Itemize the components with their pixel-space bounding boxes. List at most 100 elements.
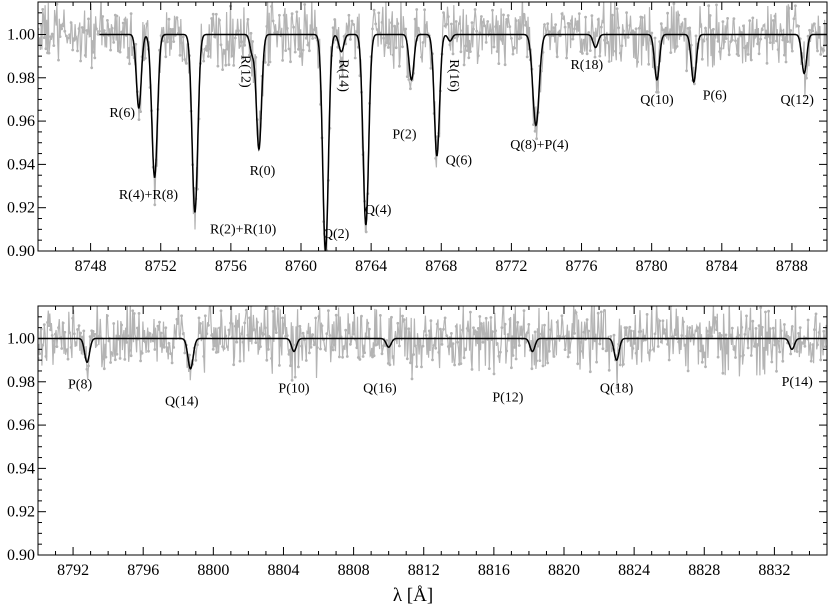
observed-point — [232, 363, 236, 367]
observed-point — [41, 7, 45, 11]
observed-point — [199, 322, 202, 325]
observed-point — [708, 14, 712, 17]
observed-point — [754, 34, 758, 38]
observed-point — [399, 334, 403, 337]
observed-point — [158, 320, 161, 324]
observed-point — [754, 327, 758, 330]
observed-point — [281, 59, 284, 62]
observed-point — [694, 329, 698, 333]
observed-point — [434, 157, 438, 160]
x-tick-label: 8760 — [285, 258, 317, 275]
observed-point — [704, 26, 707, 30]
observed-point — [724, 37, 728, 40]
observed-point — [102, 367, 106, 371]
observed-point — [746, 346, 750, 350]
observed-point — [352, 332, 355, 336]
observed-point — [177, 297, 180, 300]
observed-point — [52, 339, 56, 343]
observed-point — [598, 342, 602, 346]
observed-point — [221, 345, 225, 348]
line-label: R(14) — [336, 59, 351, 92]
observed-point — [374, 22, 378, 26]
observed-point — [622, 29, 625, 33]
observed-point — [153, 348, 157, 351]
observed-point — [304, 359, 308, 362]
observed-point — [641, 16, 644, 19]
observed-point — [595, 360, 598, 364]
observed-point — [568, 351, 572, 354]
observed-point — [623, 35, 627, 38]
x-tick-label: 8828 — [688, 562, 720, 579]
observed-point — [345, 25, 349, 29]
observed-point — [285, 27, 289, 30]
x-tick-label: 8816 — [478, 562, 510, 579]
observed-point — [811, 343, 815, 346]
observed-point — [527, 323, 531, 326]
x-tick-label: 8748 — [75, 258, 107, 275]
observed-point — [42, 323, 46, 326]
observed-point — [164, 326, 168, 330]
observed-point — [44, 47, 48, 51]
observed-point — [339, 66, 343, 70]
observed-point — [196, 343, 199, 347]
observed-point — [535, 359, 538, 363]
observed-point — [814, 312, 818, 316]
observed-point — [784, 60, 788, 64]
observed-point — [724, 333, 728, 337]
observed-point — [816, 49, 819, 53]
observed-point — [797, 24, 800, 28]
observed-point — [806, 318, 810, 322]
observed-point — [386, 46, 390, 49]
observed-point — [779, 329, 783, 333]
observed-point — [718, 332, 722, 335]
observed-point — [39, 23, 43, 27]
observed-point — [543, 323, 546, 327]
observed-point — [301, 48, 305, 52]
observed-point — [341, 355, 344, 359]
observed-point — [427, 329, 431, 333]
line-label: Q(2) — [323, 227, 350, 242]
x-tick-label: 8808 — [338, 562, 370, 579]
observed-point — [519, 36, 523, 40]
observed-point — [680, 334, 684, 337]
observed-point — [718, 50, 722, 53]
observed-point — [126, 56, 130, 59]
observed-point — [730, 38, 734, 42]
observed-point — [652, 348, 655, 351]
observed-point — [581, 349, 584, 353]
observed-point — [738, 354, 742, 358]
observed-point — [481, 20, 485, 24]
observed-point — [213, 344, 217, 348]
observed-point — [172, 346, 176, 349]
observed-point — [653, 36, 657, 40]
observed-point — [274, 331, 278, 334]
observed-point — [514, 357, 518, 361]
observed-point — [388, 42, 392, 45]
observed-point — [333, 343, 337, 347]
observed-point — [47, 51, 51, 55]
observed-point — [402, 318, 406, 322]
observed-point — [806, 34, 810, 38]
observed-point — [486, 20, 490, 23]
observed-point — [248, 53, 251, 57]
model-spectrum-line — [38, 337, 827, 370]
observed-point — [306, 43, 310, 47]
observed-point — [180, 41, 184, 45]
observed-point — [324, 258, 327, 261]
observed-point — [506, 333, 510, 336]
observed-point — [574, 311, 578, 314]
observed-point — [50, 32, 54, 36]
observed-point — [224, 334, 228, 338]
observed-point — [325, 332, 329, 336]
observed-point — [716, 355, 720, 359]
observed-point — [776, 339, 780, 343]
observed-point — [574, 22, 578, 26]
observed-point — [757, 324, 761, 328]
observed-point — [409, 87, 412, 91]
observed-point — [481, 340, 485, 344]
observed-point — [221, 68, 225, 71]
observed-point — [762, 24, 766, 27]
observed-point — [489, 29, 493, 32]
observed-point — [647, 351, 651, 355]
line-label: P(12) — [492, 390, 523, 405]
